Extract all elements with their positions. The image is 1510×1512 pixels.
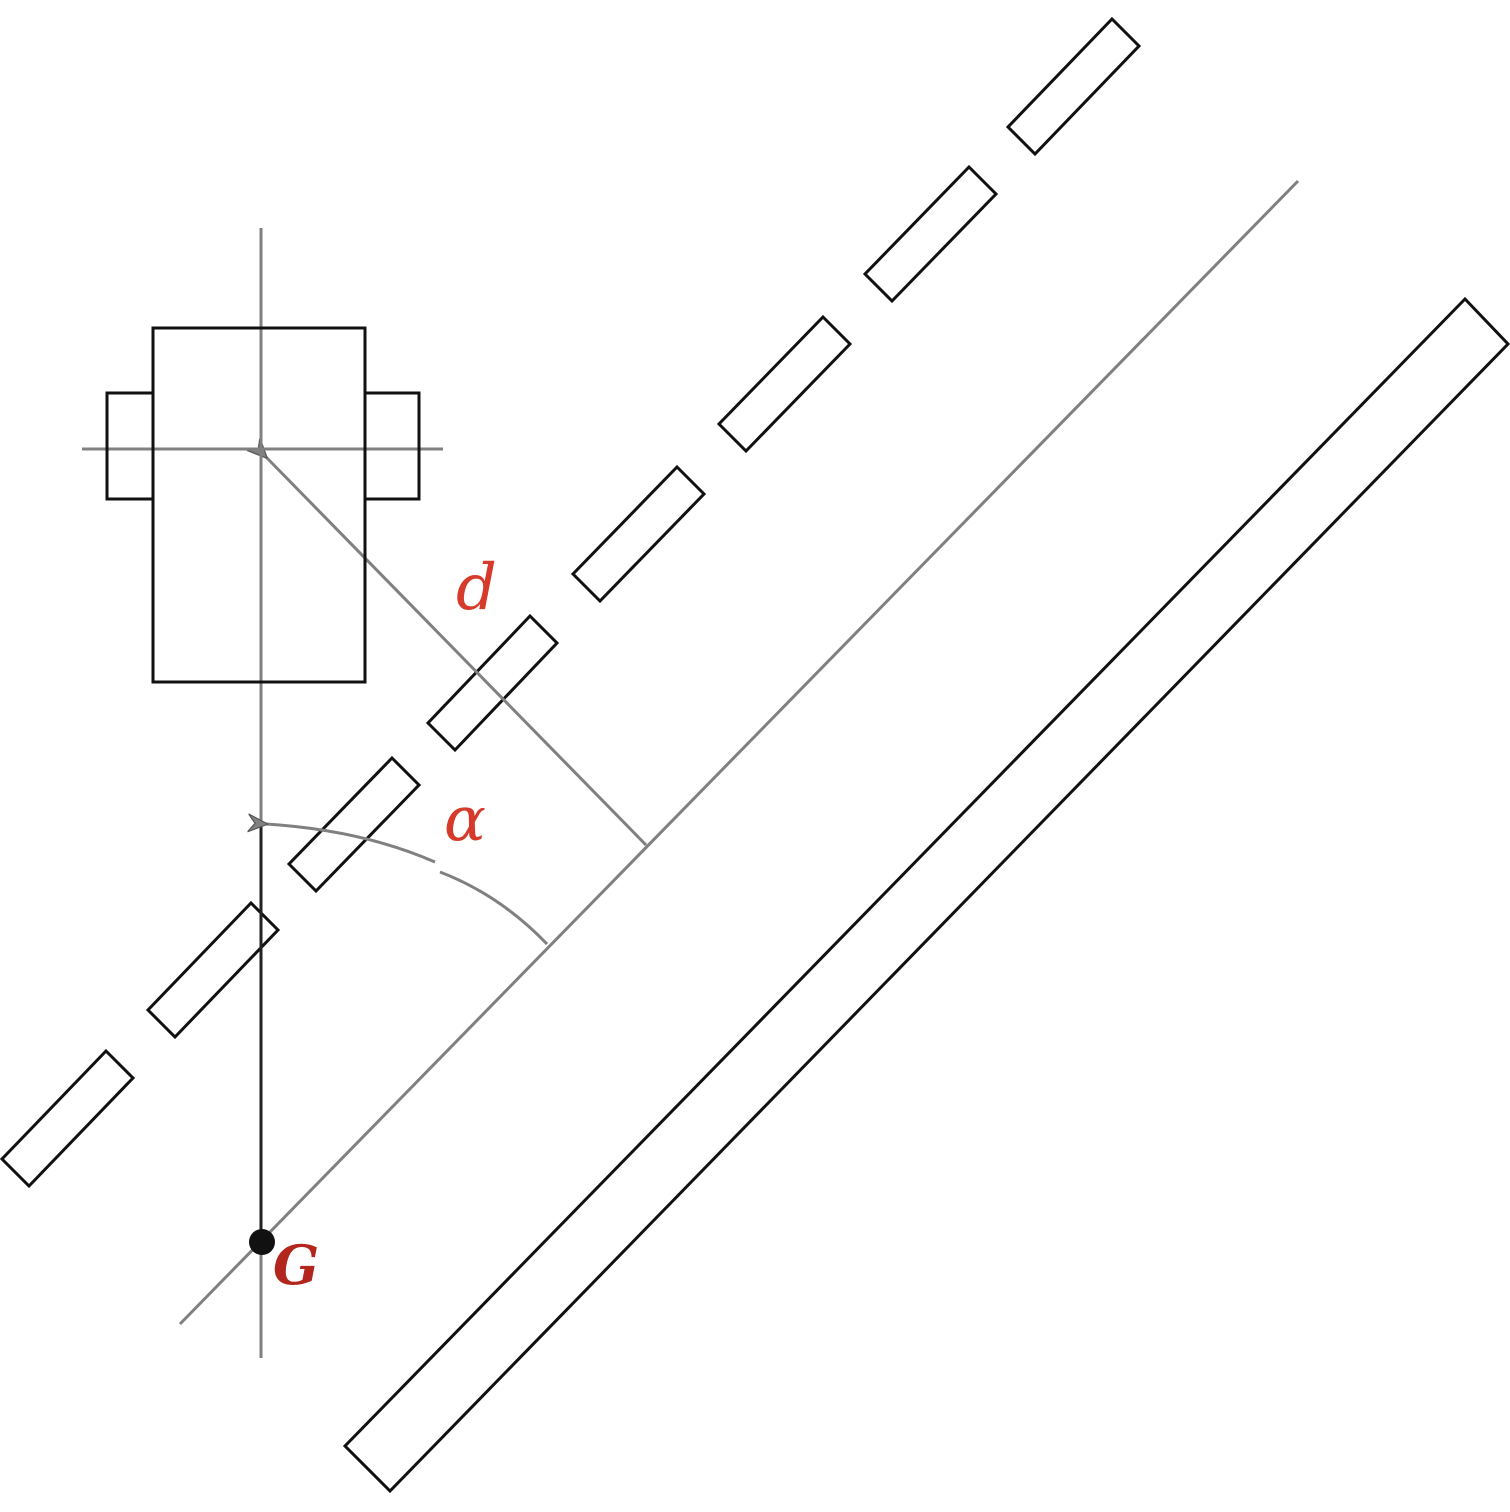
distance-line xyxy=(266,457,648,847)
robot-body xyxy=(151,326,367,684)
angle-arc xyxy=(439,870,549,946)
lane-dash xyxy=(862,164,999,304)
dashed-lane-marking xyxy=(0,16,1142,1189)
lane-center-line xyxy=(178,179,1300,1326)
lane-dash xyxy=(425,613,560,753)
lane-dash xyxy=(0,1048,136,1189)
robot xyxy=(105,326,421,684)
lane-dash xyxy=(716,314,853,454)
right-wheel xyxy=(363,391,421,501)
lane-dash xyxy=(145,900,281,1040)
point-g xyxy=(249,1229,275,1255)
lane-dash xyxy=(286,755,422,894)
angle-label: α xyxy=(444,782,486,855)
lane-dash xyxy=(1005,16,1142,157)
solid-lane-boundary xyxy=(342,296,1510,1494)
left-wheel xyxy=(105,391,155,501)
point-label: G xyxy=(273,1233,319,1297)
distance-label: d xyxy=(456,551,497,625)
lane-dash xyxy=(570,464,707,604)
angle-arc-upper xyxy=(266,824,436,864)
